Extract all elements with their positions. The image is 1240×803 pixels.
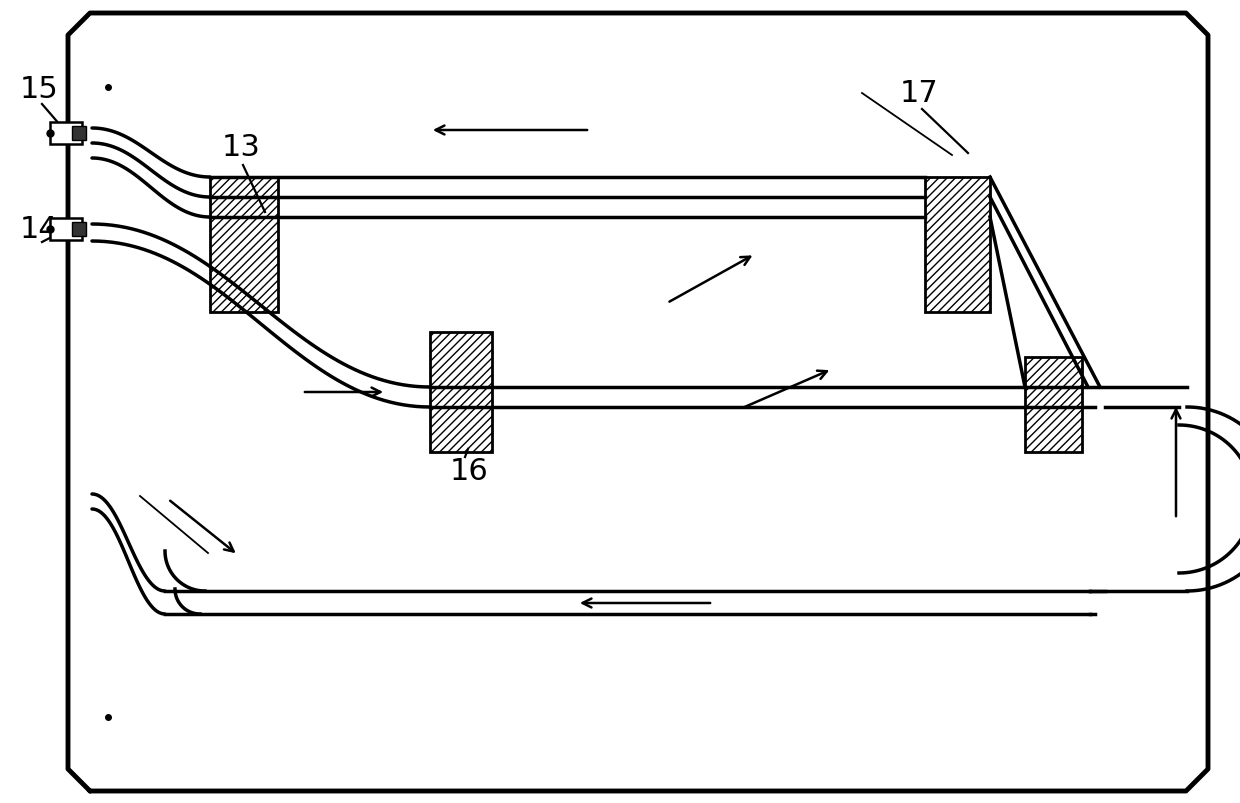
Bar (72, 222, 86, 237)
Bar (430, 332, 492, 452)
Bar (925, 177, 990, 312)
Bar (210, 177, 278, 312)
Bar (50, 123, 82, 145)
Text: 15: 15 (20, 75, 58, 104)
Bar (72, 127, 86, 141)
Bar (1025, 357, 1083, 452)
Text: 13: 13 (222, 133, 260, 162)
Text: 16: 16 (450, 457, 489, 486)
Text: 14: 14 (20, 215, 58, 244)
Text: 17: 17 (900, 79, 939, 108)
Bar (50, 218, 82, 241)
